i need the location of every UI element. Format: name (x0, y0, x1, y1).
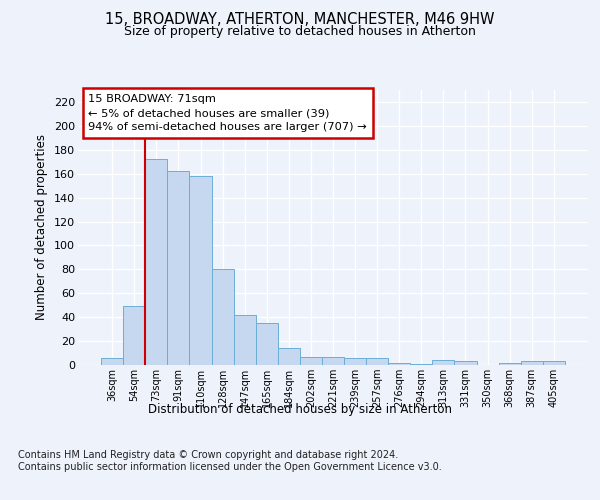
Text: Distribution of detached houses by size in Atherton: Distribution of detached houses by size … (148, 402, 452, 415)
Bar (433, 360, 454, 365)
Bar (344, 358, 366, 365)
Bar (233, 315, 256, 365)
Bar (366, 358, 388, 365)
Bar (256, 323, 278, 365)
Text: Size of property relative to detached houses in Atherton: Size of property relative to detached ho… (124, 25, 476, 38)
Bar (543, 362, 565, 365)
Text: 15, BROADWAY, ATHERTON, MANCHESTER, M46 9HW: 15, BROADWAY, ATHERTON, MANCHESTER, M46 … (105, 12, 495, 28)
Bar (454, 362, 476, 365)
Bar (212, 270, 233, 365)
Text: Contains HM Land Registry data © Crown copyright and database right 2024.
Contai: Contains HM Land Registry data © Crown c… (18, 450, 442, 471)
Bar (190, 176, 212, 365)
Bar (278, 348, 300, 365)
Bar (101, 358, 123, 365)
Bar (167, 172, 190, 365)
Bar (145, 160, 167, 365)
Bar (521, 362, 543, 365)
Bar (300, 356, 322, 365)
Text: 15 BROADWAY: 71sqm
← 5% of detached houses are smaller (39)
94% of semi-detached: 15 BROADWAY: 71sqm ← 5% of detached hous… (88, 94, 367, 132)
Y-axis label: Number of detached properties: Number of detached properties (35, 134, 49, 320)
Bar (499, 362, 521, 365)
Bar (410, 364, 433, 365)
Bar (322, 356, 344, 365)
Bar (388, 362, 410, 365)
Bar (123, 306, 145, 365)
